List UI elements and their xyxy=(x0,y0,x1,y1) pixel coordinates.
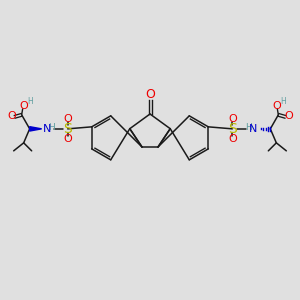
Text: O: O xyxy=(272,101,281,111)
Text: H: H xyxy=(280,97,286,106)
Text: O: O xyxy=(19,101,28,111)
Text: O: O xyxy=(145,88,155,101)
Text: O: O xyxy=(228,114,237,124)
Text: H: H xyxy=(245,123,252,132)
Text: O: O xyxy=(63,114,72,124)
Polygon shape xyxy=(30,127,42,131)
Text: S: S xyxy=(228,122,237,136)
Text: O: O xyxy=(284,111,293,121)
Text: O: O xyxy=(7,111,16,121)
Text: S: S xyxy=(63,122,72,136)
Text: H: H xyxy=(48,123,55,132)
Text: N: N xyxy=(43,124,51,134)
Text: N: N xyxy=(249,124,257,134)
Text: O: O xyxy=(63,134,72,144)
Text: H: H xyxy=(27,97,32,106)
Text: O: O xyxy=(228,134,237,144)
